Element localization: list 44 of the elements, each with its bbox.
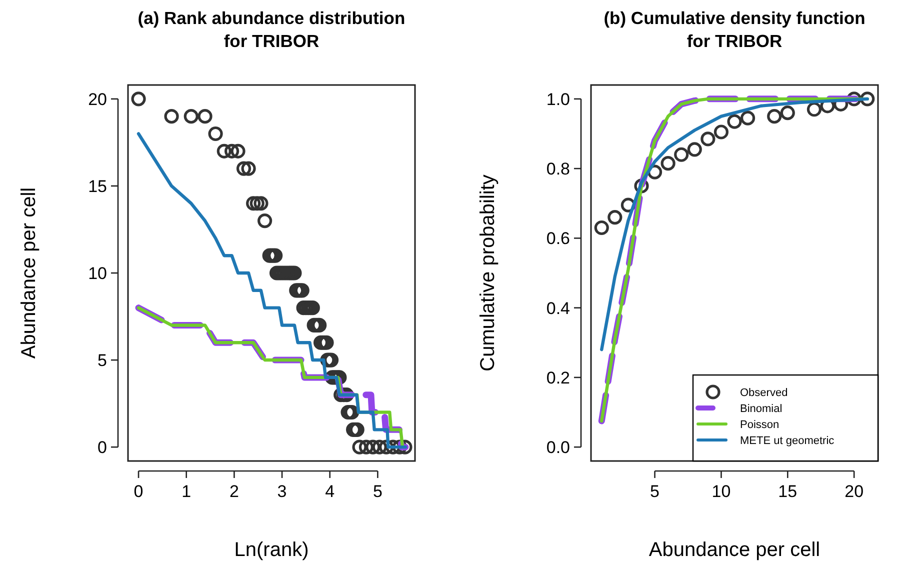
x-axis-title: Ln(rank)	[234, 539, 309, 561]
y-tick-label: 0	[98, 438, 107, 458]
point	[674, 147, 689, 162]
y-tick-label: 10	[88, 264, 107, 283]
y-tick-label: 0.6	[546, 229, 570, 248]
legend-label: METE ut geometric	[740, 435, 835, 447]
point	[780, 106, 795, 120]
y-axis-title: Abundance per cell	[18, 187, 40, 359]
point	[700, 132, 716, 146]
point	[727, 114, 742, 129]
y-tick-label: 0.0	[546, 438, 570, 458]
point	[660, 156, 676, 171]
point	[767, 109, 782, 124]
point	[594, 220, 609, 236]
legend-label: Observed	[740, 387, 788, 399]
chart-title: (b) Cumulative density function for TRIBOR	[604, 8, 866, 51]
x-tick-label: 3	[277, 482, 287, 501]
x-tick-label: 4	[325, 482, 335, 501]
y-tick-label: 0.8	[546, 160, 570, 179]
point	[860, 92, 875, 106]
point	[740, 110, 756, 126]
legend-label: Poisson	[740, 419, 780, 431]
point	[806, 102, 822, 117]
point	[608, 210, 622, 225]
chart-title: (a) Rank abundance distribution for TRIBOR	[138, 8, 406, 51]
point	[687, 142, 702, 157]
y-axis-title: Cumulative probability	[477, 174, 499, 372]
y-tick-label: 0.2	[546, 368, 570, 388]
y-tick-label: 5	[98, 351, 107, 370]
x-tick-label: 15	[778, 482, 798, 501]
x-tick-label: 5	[372, 482, 382, 501]
x-tick-label: 20	[844, 482, 864, 501]
y-tick-label: 1.0	[546, 90, 570, 109]
x-tick-label: 0	[134, 482, 144, 501]
y-tick-label: 15	[88, 176, 107, 196]
x-tick-label: 1	[182, 482, 192, 501]
x-tick-label: 2	[229, 482, 239, 501]
point	[714, 124, 729, 140]
x-tick-label: 5	[650, 482, 660, 501]
y-tick-label: 0.4	[546, 298, 570, 318]
y-tick-label: 20	[88, 90, 107, 109]
legend-label: Binomial	[740, 403, 782, 415]
x-axis-title: Abundance per cell	[648, 539, 820, 561]
x-tick-label: 10	[712, 482, 731, 501]
